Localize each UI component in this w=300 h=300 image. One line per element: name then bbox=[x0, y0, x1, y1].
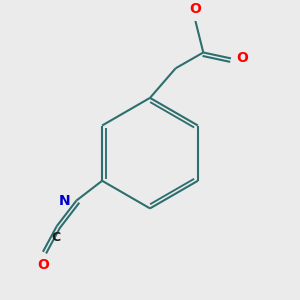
Text: O: O bbox=[236, 51, 248, 65]
Text: C: C bbox=[51, 231, 60, 244]
Text: O: O bbox=[37, 258, 49, 272]
Text: O: O bbox=[190, 2, 201, 16]
Text: N: N bbox=[59, 194, 70, 208]
